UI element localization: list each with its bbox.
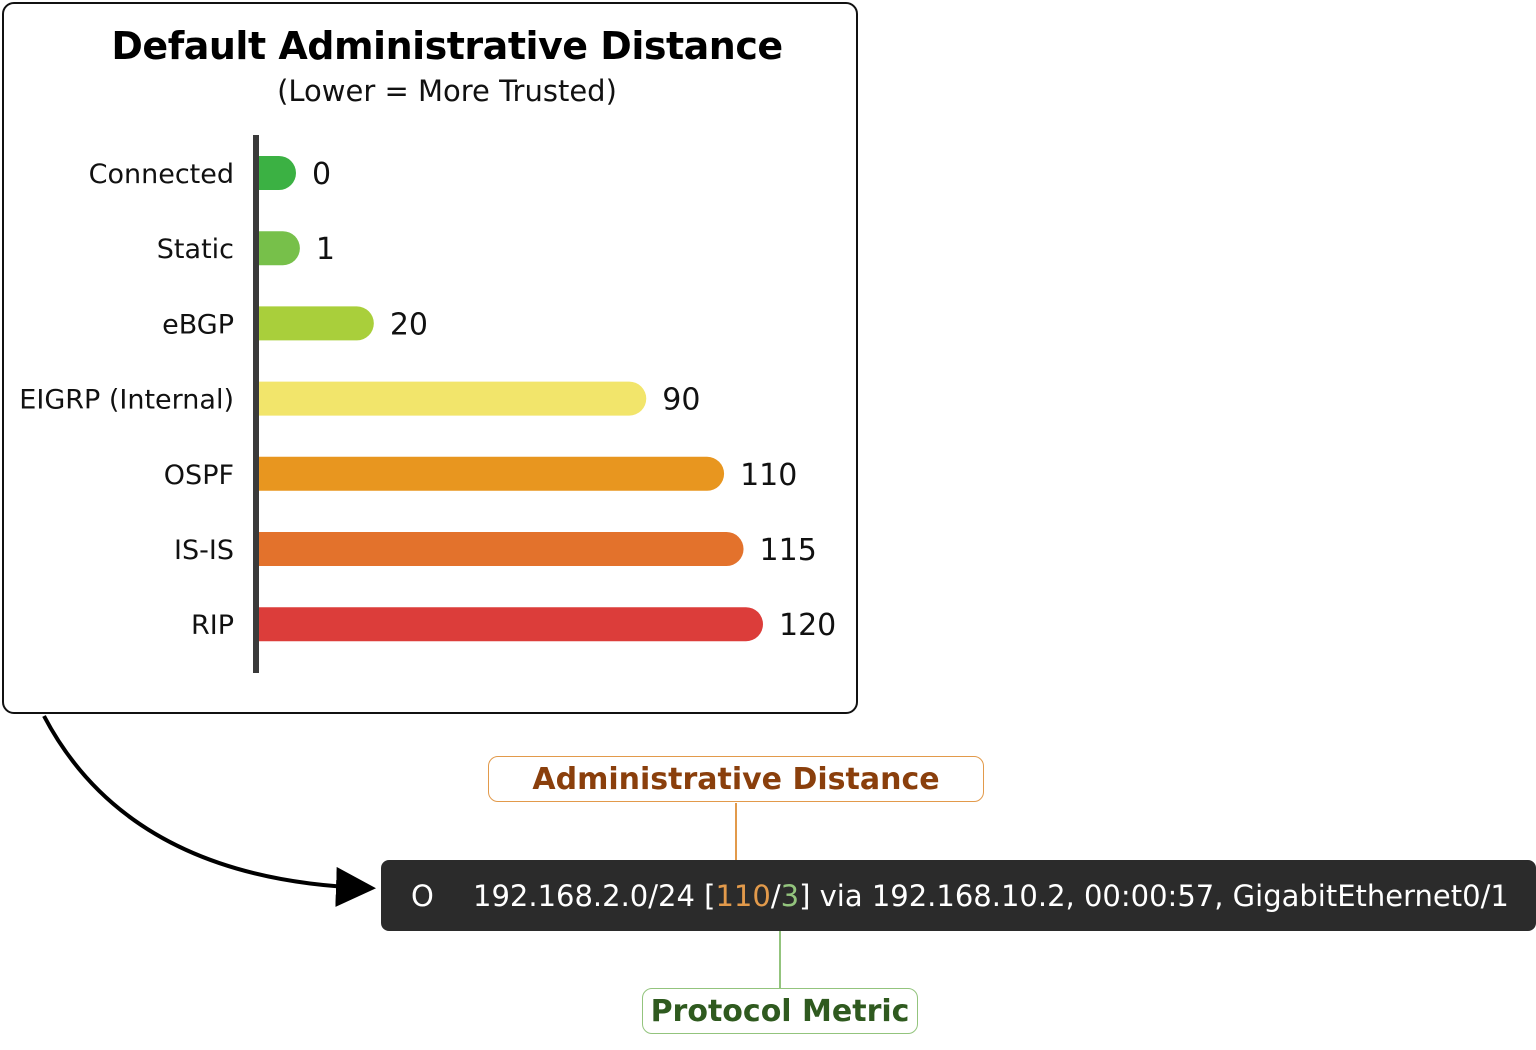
value-label: 115 xyxy=(760,533,817,568)
route-next-hop-details: via 192.168.10.2, 00:00:57, GigabitEther… xyxy=(810,878,1509,913)
bar-static xyxy=(256,231,300,266)
bar-chart: Connected 0 Static 1 eBGP 20 EIGRP (Internal) 9… xyxy=(19,156,836,643)
category-label: Connected xyxy=(89,159,234,190)
chart-title: Default Administrative Distance xyxy=(111,24,783,68)
value-label: 0 xyxy=(312,157,331,192)
route-space xyxy=(695,879,704,913)
route-table-entry: O 192.168.2.0/24 [ 110 / 3 ] via 192.168… xyxy=(381,860,1536,931)
value-label: 120 xyxy=(779,608,836,643)
category-label: OSPF xyxy=(164,460,234,491)
bar-rip xyxy=(256,607,763,642)
bar-ebgp xyxy=(256,306,374,341)
route-code: O xyxy=(411,878,434,913)
open-bracket: [ xyxy=(704,878,716,913)
bar-ospf xyxy=(256,456,725,491)
route-metric: 3 xyxy=(780,878,800,913)
protocol-metric-label: Protocol Metric xyxy=(642,988,918,1034)
route-prefix: 192.168.2.0/24 xyxy=(473,878,695,913)
route-slash: / xyxy=(770,878,781,913)
value-label: 1 xyxy=(316,232,335,267)
value-label: 110 xyxy=(740,458,797,493)
chart-subtitle: (Lower = More Trusted) xyxy=(277,74,617,108)
chart-card xyxy=(2,2,858,714)
category-label: IS-IS xyxy=(174,535,234,566)
category-label: Static xyxy=(157,234,234,265)
bar-connected xyxy=(256,156,296,190)
close-bracket: ] xyxy=(799,878,811,913)
value-label: 20 xyxy=(390,307,428,342)
value-label: 90 xyxy=(662,383,700,418)
administrative-distance-label: Administrative Distance xyxy=(488,756,984,802)
bar-is-is xyxy=(256,532,744,566)
category-label: EIGRP (Internal) xyxy=(19,385,234,416)
category-label: RIP xyxy=(191,610,234,641)
route-admin-distance: 110 xyxy=(715,878,771,913)
bar-eigrp-internal xyxy=(256,381,647,416)
category-label: eBGP xyxy=(162,309,234,340)
connector-arrow xyxy=(42,715,376,907)
